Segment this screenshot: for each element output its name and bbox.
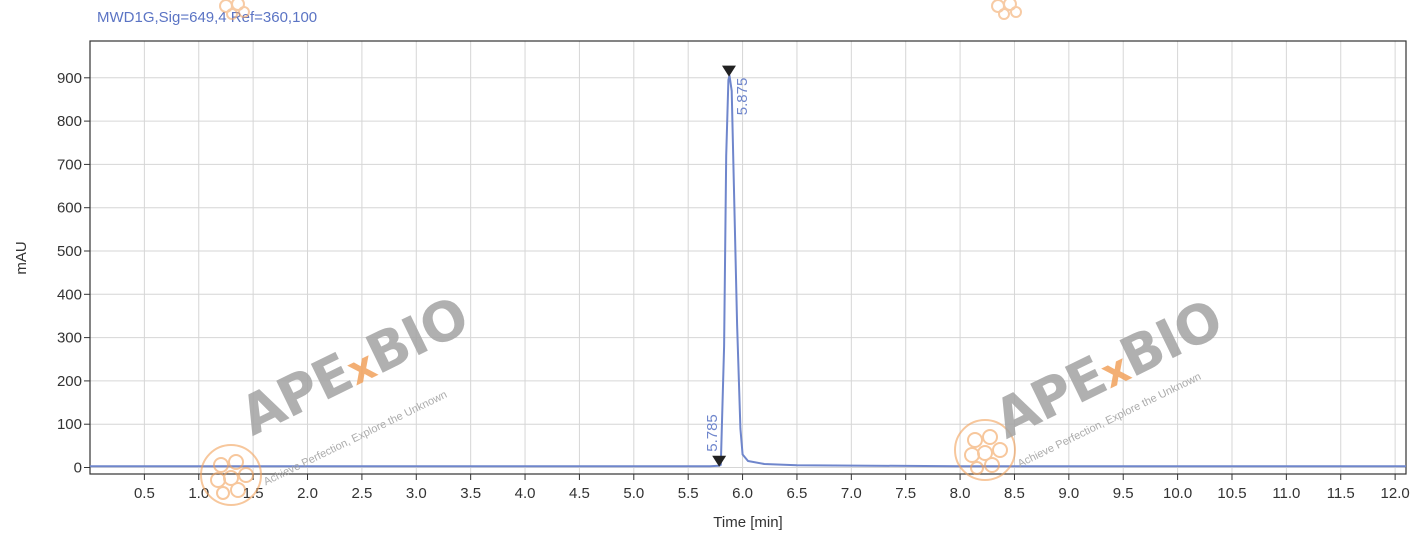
x-tick-label: 6.5 bbox=[787, 485, 808, 502]
x-tick-label: 11.0 bbox=[1272, 485, 1300, 502]
x-tick-label: 1.5 bbox=[243, 485, 264, 502]
x-tick-label: 4.5 bbox=[569, 485, 590, 502]
x-tick-label: 7.5 bbox=[895, 485, 916, 502]
peak-annotations: 5.875 5.785 bbox=[704, 65, 751, 467]
x-tick-label: 9.5 bbox=[1113, 485, 1134, 502]
x-axis-label: Time [min] bbox=[713, 514, 782, 531]
y-tick-label: 500 bbox=[57, 243, 82, 260]
x-axis: 0.5 1.0 1.5 2.0 2.5 3.0 3.5 4.0 4.5 5.0 5.5 6.0 6.5 7… bbox=[134, 474, 1410, 502]
series-line bbox=[90, 74, 1406, 468]
x-tick-label: 3.5 bbox=[460, 485, 481, 502]
y-axis-label: mAU bbox=[13, 241, 30, 274]
x-tick-label: 8.5 bbox=[1004, 485, 1025, 502]
x-tick-label: 2.5 bbox=[351, 485, 372, 502]
peak-label: 5.875 bbox=[734, 78, 751, 116]
x-tick-label: 8.0 bbox=[950, 485, 971, 502]
y-tick-label: 100 bbox=[57, 416, 82, 433]
y-tick-label: 600 bbox=[57, 200, 82, 217]
y-axis: 0 100 200 300 400 500 600 700 800 900 bbox=[57, 70, 90, 477]
x-tick-label: 4.0 bbox=[515, 485, 536, 502]
y-tick-label: 700 bbox=[57, 156, 82, 173]
y-tick-label: 200 bbox=[57, 373, 82, 390]
x-tick-label: 7.0 bbox=[841, 485, 862, 502]
x-tick-label: 2.0 bbox=[297, 485, 318, 502]
peak-label: 5.785 bbox=[704, 414, 721, 452]
x-tick-label: 6.0 bbox=[732, 485, 753, 502]
x-tick-label: 5.0 bbox=[623, 485, 644, 502]
plot-frame bbox=[89, 40, 1407, 475]
y-tick-label: 800 bbox=[57, 113, 82, 130]
signal-label: MWD1G,Sig=649,4 Ref=360,100 bbox=[97, 9, 318, 26]
x-tick-label: 10.5 bbox=[1217, 485, 1246, 502]
x-tick-label: 3.0 bbox=[406, 485, 427, 502]
series-layer bbox=[90, 74, 1406, 468]
y-tick-label: 900 bbox=[57, 70, 82, 87]
grid-lines bbox=[90, 41, 1406, 474]
peak-marker-icon bbox=[721, 65, 736, 77]
y-tick-label: 400 bbox=[57, 286, 82, 303]
x-tick-label: 10.0 bbox=[1163, 485, 1192, 502]
peak-marker-icon bbox=[712, 455, 727, 467]
x-tick-label: 12.0 bbox=[1381, 485, 1410, 502]
x-tick-label: 9.0 bbox=[1058, 485, 1079, 502]
y-tick-label: 300 bbox=[57, 330, 82, 347]
x-tick-label: 11.5 bbox=[1327, 485, 1355, 502]
x-tick-label: 5.5 bbox=[678, 485, 699, 502]
y-tick-label: 0 bbox=[74, 460, 82, 477]
x-tick-label: 1.0 bbox=[188, 485, 209, 502]
x-tick-label: 0.5 bbox=[134, 485, 155, 502]
